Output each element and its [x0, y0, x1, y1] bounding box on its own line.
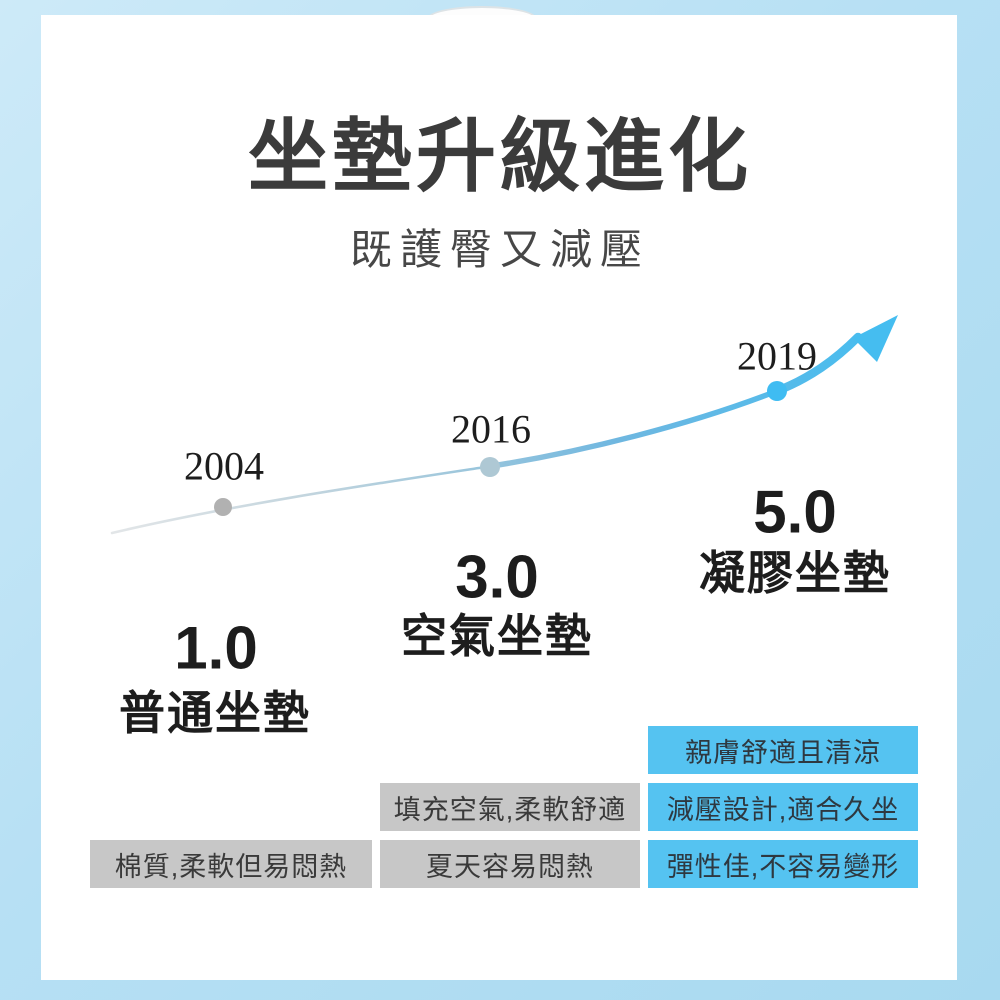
comparison-cell-air-feature-1: 填充空氣,柔軟舒適 [380, 783, 640, 831]
year-label-2004: 2004 [184, 443, 264, 489]
comparison-table: 親膚舒適且清涼 填充空氣,柔軟舒適 減壓設計,適合久坐 棉質,柔軟但易悶熱 夏天… [90, 726, 918, 888]
version-number-1: 1.0 [174, 614, 258, 682]
page-subtitle: 既護臀又減壓 [349, 226, 650, 273]
comparison-cell-gel-feature-3: 彈性佳,不容易變形 [648, 840, 918, 888]
comparison-cell-gel-feature-2: 減壓設計,適合久坐 [648, 783, 918, 831]
comparison-cell-gel-feature-1: 親膚舒適且清涼 [648, 726, 918, 774]
version-number-3: 3.0 [455, 543, 539, 611]
version-name-5: 凝膠坐墊 [699, 547, 891, 599]
page-title: 坐墊升級進化 [248, 114, 752, 202]
version-name-3: 空氣坐墊 [401, 610, 593, 662]
comparison-cell-air-feature-2: 夏天容易悶熱 [380, 840, 640, 888]
version-name-1: 普通坐墊 [119, 687, 311, 739]
comparison-cell-cotton-feature-1: 棉質,柔軟但易悶熱 [90, 840, 372, 888]
year-label-2019: 2019 [737, 333, 817, 379]
year-label-2016: 2016 [451, 406, 531, 452]
